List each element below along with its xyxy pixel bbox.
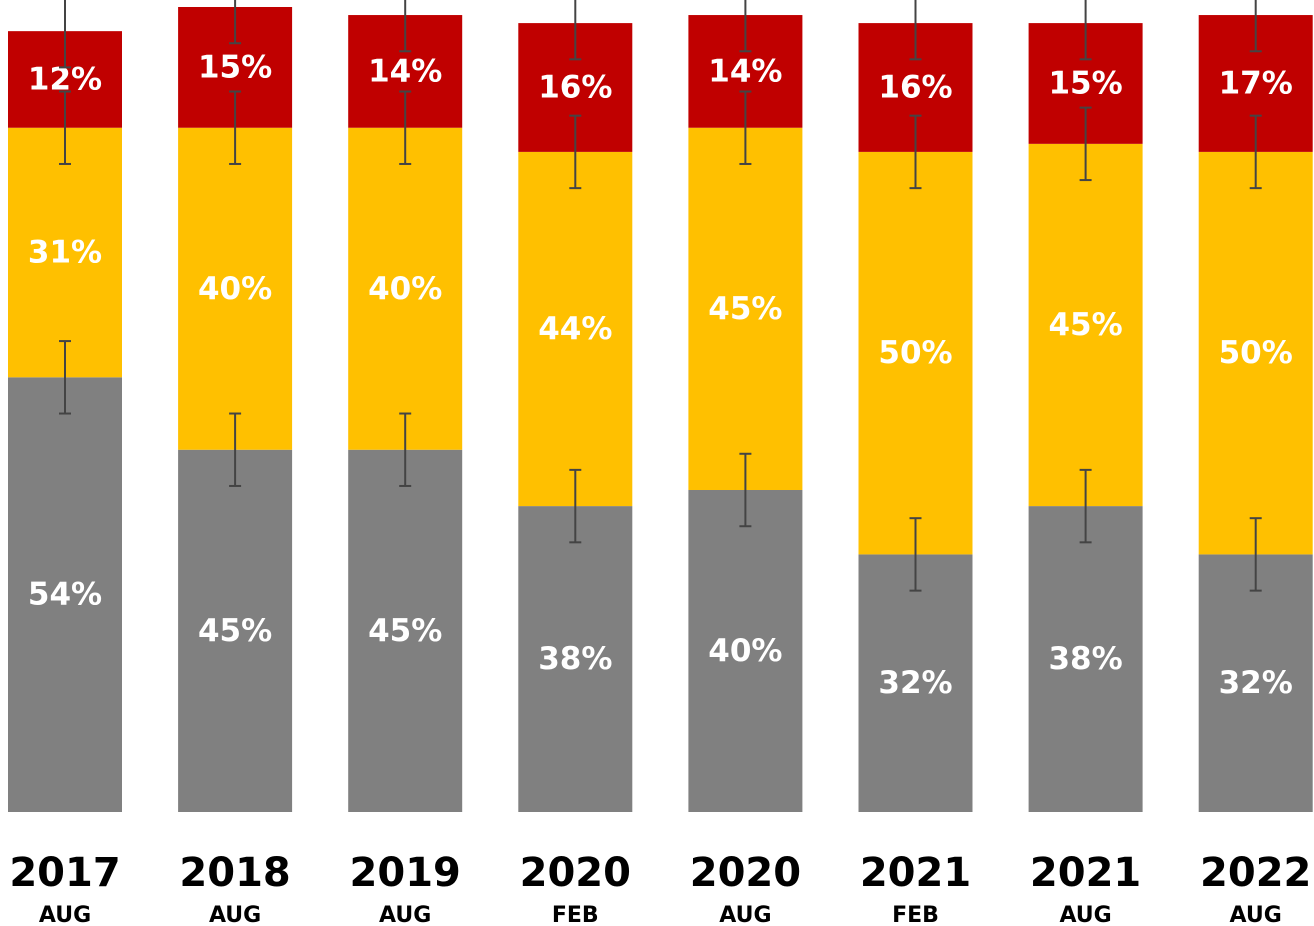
yellow-segment-7 — [1198, 151, 1313, 555]
error-bar-2-2 — [399, 0, 412, 53]
grey-segment-5 — [858, 554, 973, 812]
x-tick-year-7: 2022 — [1200, 850, 1311, 896]
x-tick-month-7: AUG — [1230, 903, 1282, 926]
x-tick-year-6: 2021 — [1030, 850, 1141, 896]
grey-segment-label-2: 45% — [368, 613, 442, 649]
error-bar-0-4 — [739, 452, 752, 528]
x-tick-month-6: AUG — [1059, 903, 1111, 926]
yellow-segment-label-3: 44% — [538, 311, 612, 347]
yellow-segment-2 — [348, 127, 463, 450]
error-bar-1-3 — [569, 114, 582, 190]
grey-segment-0 — [8, 377, 122, 812]
error-bar-0-5 — [909, 517, 922, 592]
grey-segment-7 — [1198, 554, 1313, 812]
error-bar-2-3 — [569, 0, 582, 61]
grey-segment-label-1: 45% — [198, 613, 272, 649]
yellow-segment-label-2: 40% — [368, 271, 442, 307]
yellow-segment-label-1: 40% — [198, 271, 272, 307]
grey-segment-6 — [1028, 506, 1143, 812]
error-bar-2-1 — [229, 0, 242, 45]
error-bar-0-7 — [1249, 517, 1262, 592]
x-tick-month-0: AUG — [39, 903, 91, 926]
yellow-segment-0 — [8, 127, 122, 378]
error-bar-1-1 — [229, 90, 242, 165]
yellow-segment-label-4: 45% — [708, 291, 782, 327]
error-bar-0-2 — [399, 412, 412, 487]
grey-segment-label-5: 32% — [878, 665, 952, 701]
error-bar-2-6 — [1079, 0, 1092, 61]
bar-2: 45% 40% 14% — [348, 15, 463, 812]
grey-segment-label-7: 32% — [1219, 665, 1293, 701]
red-segment-label-7: 17% — [1219, 65, 1293, 101]
error-bar-0-0 — [59, 340, 71, 415]
x-tick-month-3: FEB — [552, 903, 599, 926]
yellow-segment-4 — [688, 127, 803, 490]
error-bar-1-7 — [1249, 114, 1262, 190]
bar-1: 45% 40% 15% — [178, 7, 293, 812]
grey-segment-label-6: 38% — [1048, 641, 1122, 677]
error-bar-1-2 — [399, 90, 412, 165]
yellow-segment-label-7: 50% — [1219, 335, 1293, 371]
grey-segment-1 — [178, 449, 293, 812]
grey-segment-label-3: 38% — [538, 641, 612, 677]
bar-7: 32% 50% 17% — [1198, 15, 1313, 812]
x-tick-year-5: 2021 — [860, 850, 971, 896]
error-bars — [59, 0, 1262, 592]
error-bar-0-3 — [569, 468, 582, 544]
x-tick-month-1: AUG — [209, 903, 261, 926]
x-tick-month-2: AUG — [379, 903, 431, 926]
error-bar-2-0 — [59, 0, 71, 69]
error-bar-2-5 — [909, 0, 922, 61]
error-bar-1-4 — [739, 90, 752, 165]
grey-segment-label-0: 54% — [28, 577, 102, 613]
red-segment-label-2: 14% — [368, 53, 442, 89]
error-bar-1-6 — [1079, 106, 1092, 182]
grey-segment-label-4: 40% — [708, 633, 782, 669]
grey-segment-2 — [348, 449, 463, 812]
error-bar-2-7 — [1249, 0, 1262, 53]
error-bar-1-0 — [59, 90, 71, 165]
x-tick-year-4: 2020 — [690, 850, 801, 896]
yellow-segment-3 — [518, 151, 633, 507]
x-tick-month-5: FEB — [892, 903, 939, 926]
red-segment-label-4: 14% — [708, 53, 782, 89]
x-tick-year-1: 2018 — [179, 850, 290, 896]
red-segment-label-6: 15% — [1048, 65, 1122, 101]
error-bar-2-4 — [739, 0, 752, 53]
yellow-segment-label-6: 45% — [1048, 307, 1122, 343]
x-tick-month-4: AUG — [719, 903, 771, 926]
red-segment-label-1: 15% — [198, 49, 272, 85]
yellow-segment-1 — [178, 127, 293, 450]
bar-4: 40% 45% 14% — [688, 15, 803, 812]
yellow-segment-label-5: 50% — [878, 335, 952, 371]
x-tick-year-0: 2017 — [9, 850, 120, 896]
grey-segment-4 — [688, 490, 803, 812]
error-bar-1-5 — [909, 114, 922, 190]
red-segment-label-3: 16% — [538, 70, 612, 106]
yellow-segment-5 — [858, 151, 973, 555]
bar-6: 38% 45% 15% — [1028, 23, 1143, 812]
error-bar-0-1 — [229, 412, 242, 487]
x-tick-year-3: 2020 — [520, 850, 631, 896]
bar-3: 38% 44% 16% — [518, 23, 633, 812]
x-tick-year-2: 2019 — [350, 850, 461, 896]
yellow-segment-label-0: 31% — [28, 235, 102, 271]
red-segment-label-5: 16% — [878, 70, 952, 106]
error-bar-0-6 — [1079, 468, 1092, 544]
grey-segment-3 — [518, 506, 633, 812]
yellow-segment-6 — [1028, 143, 1143, 507]
